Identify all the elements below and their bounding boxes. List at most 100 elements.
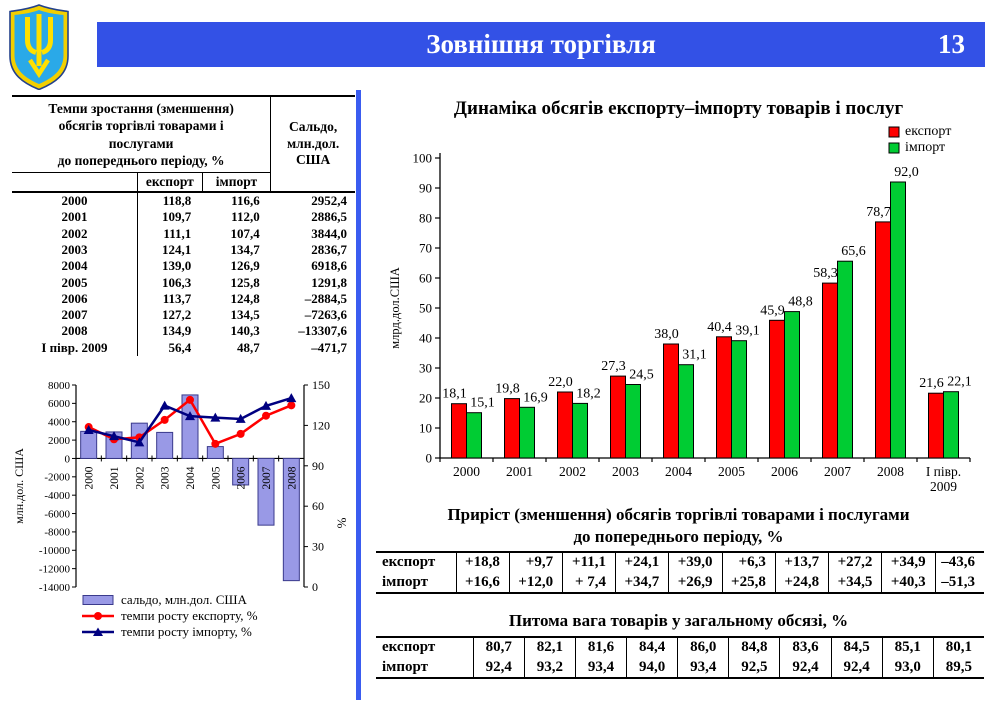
cell: 2007 xyxy=(12,307,138,324)
cell: 48,7 xyxy=(236,339,260,355)
svg-text:10: 10 xyxy=(419,421,432,436)
svg-text:млн.дол. США: млн.дол. США xyxy=(12,448,26,524)
cell: +25,8 xyxy=(722,572,776,593)
table-row: імпорт 92,4 93,2 93,4 94,0 93,4 92,5 92,4 92,4 93… xyxy=(376,657,984,678)
cell: 111,1 xyxy=(163,225,192,241)
svg-text:4000: 4000 xyxy=(48,417,71,429)
svg-text:2006: 2006 xyxy=(236,466,248,489)
cell: +13,7 xyxy=(775,552,830,573)
svg-text:8000: 8000 xyxy=(48,380,71,392)
cell: 2001 xyxy=(12,209,138,226)
cell: –51,3 xyxy=(941,573,975,590)
cell: 84,5 xyxy=(831,637,883,658)
legend-item-saldo: сальдо, млн.дол. США xyxy=(82,592,258,608)
cell: +34,9 xyxy=(881,552,936,573)
svg-text:2005: 2005 xyxy=(210,466,222,489)
cell: 106,3 xyxy=(162,274,192,290)
table-row: 2006 113,7 124,8 –2884,5 xyxy=(12,290,355,308)
row-label: імпорт xyxy=(376,572,457,593)
table-row: імпорт +16,6 +12,0 + 7,4 +34,7 +26,9 +25,8 +24,… xyxy=(376,572,984,593)
svg-text:18,1: 18,1 xyxy=(442,387,467,402)
cell: 107,4 xyxy=(230,225,260,241)
vertical-divider xyxy=(356,90,361,700)
cell: –43,6 xyxy=(941,554,975,571)
cell: 2836,7 xyxy=(311,241,347,257)
cell: 85,1 xyxy=(882,637,934,658)
svg-text:70: 70 xyxy=(419,241,432,256)
svg-text:21,6: 21,6 xyxy=(919,376,944,391)
svg-text:48,8: 48,8 xyxy=(788,295,813,310)
svg-text:22,0: 22,0 xyxy=(548,375,573,390)
svg-text:2007: 2007 xyxy=(261,466,273,489)
svg-text:50: 50 xyxy=(419,301,432,316)
svg-text:І півр.2009: І півр. 2009 xyxy=(926,464,961,494)
table-row: експорт +18,8 +9,7 +11,1 +24,1 +39,0 +6,3 +13,7… xyxy=(376,552,984,573)
export-column-header: експорт xyxy=(137,172,203,194)
saldo-column-header: Сальдо, млн.дол. США xyxy=(270,96,355,194)
cell: 2003 xyxy=(12,241,138,259)
cell: +24,1 xyxy=(615,552,670,573)
table-row: І півр. 2009 56,4 48,7 –471,7 xyxy=(12,339,355,357)
combo-chart-legend: сальдо, млн.дол. США темпи росту експорт… xyxy=(82,592,258,640)
cell: 92,4 xyxy=(779,657,832,678)
svg-text:45,9: 45,9 xyxy=(760,303,785,318)
svg-text:18,2: 18,2 xyxy=(576,386,601,401)
cell: 93,4 xyxy=(575,657,628,678)
svg-text:2003: 2003 xyxy=(612,464,639,479)
table-row: 2004 139,0 126,9 6918,6 xyxy=(12,258,355,275)
svg-text:2003: 2003 xyxy=(160,466,172,489)
share-table: експорт 80,7 82,1 81,6 84,4 86,0 84,8 83,6 84,5 8… xyxy=(376,636,984,679)
svg-text:24,5: 24,5 xyxy=(629,368,654,383)
cell: 2952,4 xyxy=(311,193,347,209)
svg-text:60: 60 xyxy=(312,499,324,513)
legend-item-export-growth: темпи росту експорту, % xyxy=(82,608,258,624)
main-chart-legend: експорт імпорт xyxy=(888,124,951,156)
svg-text:65,6: 65,6 xyxy=(841,244,866,259)
cell: + 7,4 xyxy=(562,572,616,593)
cell: 84,8 xyxy=(728,637,781,658)
table-row: 2008 134,9 140,3 –13307,6 xyxy=(12,323,355,340)
legend-item-import: імпорт xyxy=(888,140,951,156)
svg-text:15,1: 15,1 xyxy=(470,396,495,411)
svg-text:100: 100 xyxy=(413,151,433,166)
legend-item-import-growth: темпи росту імпорту, % xyxy=(82,624,258,640)
cell: 2000 xyxy=(12,192,138,210)
svg-text:31,1: 31,1 xyxy=(682,348,707,363)
cell: 2886,5 xyxy=(311,209,347,225)
cell: 93,2 xyxy=(524,657,576,678)
cell: 2004 xyxy=(12,258,138,275)
import-swatch xyxy=(888,142,900,154)
svg-text:27,3: 27,3 xyxy=(601,359,626,374)
import-line-swatch xyxy=(82,627,114,636)
table-row: експорт 80,7 82,1 81,6 84,4 86,0 84,8 83,6 84,5 8… xyxy=(376,637,984,658)
svg-text:90: 90 xyxy=(419,181,432,196)
svg-text:16,9: 16,9 xyxy=(523,390,548,405)
share-table-title: Питома вага товарів у загальному обсязі,… xyxy=(508,611,849,630)
cell: 113,7 xyxy=(162,290,192,306)
table-row: 2003 124,1 134,7 2836,7 xyxy=(12,241,355,259)
cell: 6918,6 xyxy=(311,258,347,274)
svg-text:2006: 2006 xyxy=(771,464,798,479)
cell: 93,4 xyxy=(677,657,730,678)
cell: 80,1 xyxy=(945,639,972,656)
cell: 134,5 xyxy=(230,307,260,323)
svg-text:0: 0 xyxy=(65,453,71,465)
svg-text:-12000: -12000 xyxy=(39,563,71,575)
svg-text:2005: 2005 xyxy=(718,464,745,479)
svg-text:150: 150 xyxy=(312,378,330,392)
cell: 125,8 xyxy=(230,274,260,290)
cell: +34,7 xyxy=(615,572,670,593)
export-line-swatch xyxy=(82,612,114,620)
cell: +40,3 xyxy=(881,572,936,593)
svg-text:млрд.дол.США: млрд.дол.США xyxy=(388,267,402,349)
svg-text:80: 80 xyxy=(419,211,432,226)
cell: 81,6 xyxy=(575,637,628,658)
cell: +24,8 xyxy=(775,572,830,593)
svg-text:-4000: -4000 xyxy=(44,490,70,502)
cell: 92,4 xyxy=(831,657,883,678)
cell: 94,0 xyxy=(626,657,679,678)
svg-text:40: 40 xyxy=(419,331,432,346)
cell: 127,2 xyxy=(162,307,192,323)
cell: +26,9 xyxy=(668,572,723,593)
cell: 2008 xyxy=(12,323,138,340)
